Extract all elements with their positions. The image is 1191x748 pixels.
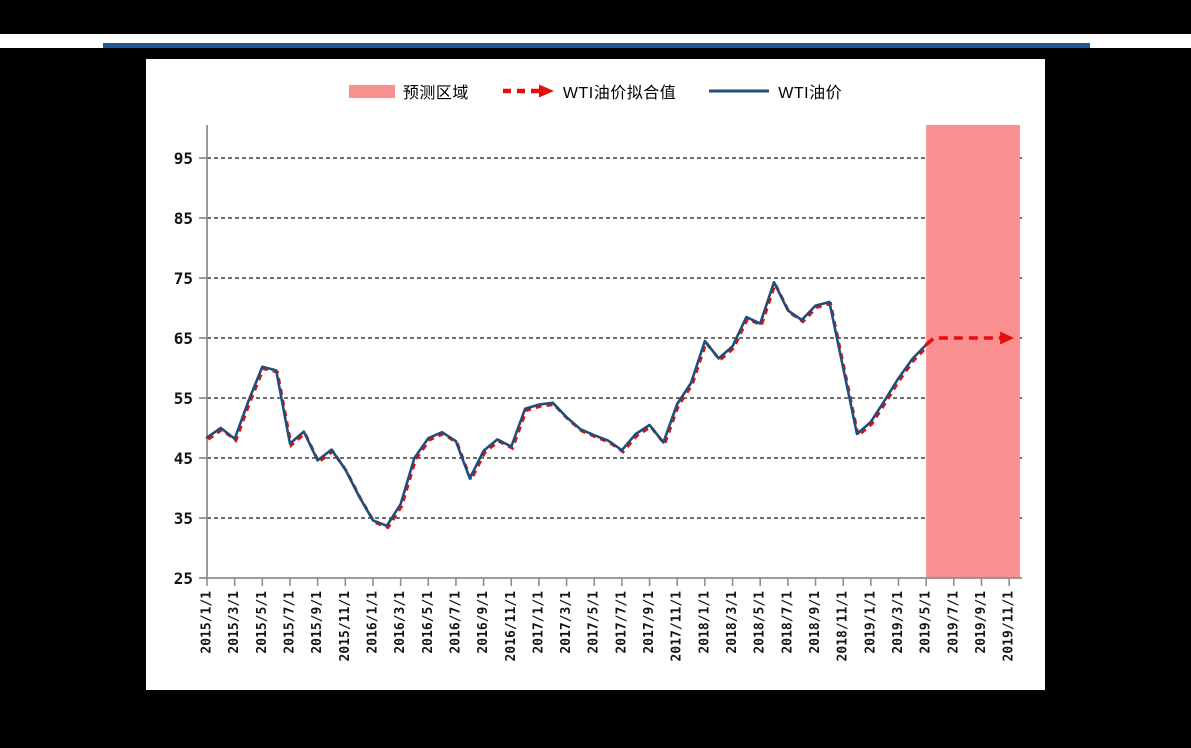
legend-marker-price-line: [709, 89, 770, 93]
price-line: [205, 280, 928, 528]
x-tick-label: 2017/1/1: [531, 591, 546, 654]
x-tick-label: 2019/3/1: [891, 591, 906, 654]
legend-label-fitted: WTI油价拟合值: [562, 85, 677, 102]
x-tick-label: 2017/11/1: [670, 591, 685, 662]
x-tick-label: 2016/7/1: [448, 591, 463, 654]
x-tick-label: 2019/11/1: [1002, 591, 1017, 662]
x-tick-label: 2015/5/1: [255, 591, 270, 654]
x-tick-label: 2015/1/1: [200, 591, 215, 654]
forecast-area-swatch-rect: [348, 84, 395, 98]
x-tick-label: 2019/1/1: [863, 591, 878, 654]
x-tick-label: 2018/5/1: [753, 591, 768, 654]
forecast-line: [925, 336, 1002, 346]
header-rule: [103, 43, 1090, 48]
x-tick-label: 2018/11/1: [836, 591, 851, 662]
chart-svg: 25 35 45 55 65 75 85 95 2015/1/1 2015/3/1 2015/5/1…: [174, 125, 1022, 662]
y-tick-label: 95: [174, 149, 193, 168]
y-tick-label: 85: [174, 209, 193, 228]
x-tick-label: 2016/1/1: [365, 591, 380, 654]
chart-panel: 预测区域 WTI油价拟合值 WTI油价 25 35 45 55 65 75 85 95 2015…: [146, 59, 1045, 690]
legend-marker-fitted-line: [502, 84, 554, 98]
legend-label-price: WTI油价: [778, 85, 843, 102]
x-tick-label: 2016/11/1: [504, 591, 519, 662]
x-tick-label: 2015/11/1: [338, 591, 353, 662]
forecast-region: [926, 125, 1020, 578]
x-tick-label: 2016/9/1: [476, 591, 491, 654]
chart-legend: 预测区域 WTI油价拟合值 WTI油价: [146, 79, 1045, 103]
x-tick-label: 2017/9/1: [642, 591, 657, 654]
x-tick-label: 2017/7/1: [614, 591, 629, 654]
x-tick-label: 2019/7/1: [946, 591, 961, 654]
x-tick-label: 2018/3/1: [725, 591, 740, 654]
legend-swatch-forecast-area: [348, 84, 395, 98]
x-tick-label: 2018/9/1: [808, 591, 823, 654]
fitted-arrowhead-sample: [538, 84, 554, 98]
header-band: [0, 34, 1191, 48]
x-tick-label: 2018/1/1: [697, 591, 712, 654]
y-tick-label: 45: [174, 449, 193, 468]
x-tick-label: 2019/9/1: [974, 591, 989, 654]
legend-item-forecast-area: 预测区域: [348, 79, 469, 103]
y-tick-label: 75: [174, 269, 193, 288]
y-tick-label: 25: [174, 569, 193, 588]
forecast-arrowhead: [1000, 331, 1015, 345]
fitted-line: [207, 279, 929, 530]
legend-item-fitted: WTI油价拟合值: [501, 79, 676, 103]
legend-label-forecast-area: 预测区域: [402, 85, 469, 102]
x-tick-label: 2017/3/1: [559, 591, 574, 654]
x-tick-label: 2019/5/1: [919, 591, 934, 654]
x-tick-label: 2017/5/1: [587, 591, 602, 654]
x-tick-label: 2018/7/1: [780, 591, 795, 654]
y-tick-label: 65: [174, 329, 193, 348]
x-tick-label: 2015/7/1: [282, 591, 297, 654]
legend-item-price: WTI油价: [708, 79, 842, 103]
y-tick-label: 35: [174, 509, 193, 528]
x-tick-label: 2015/9/1: [310, 591, 325, 654]
y-tick-label: 55: [174, 389, 193, 408]
x-tick-label: 2015/3/1: [227, 591, 242, 654]
x-tick-label: 2016/5/1: [421, 591, 436, 654]
x-tick-label: 2016/3/1: [393, 591, 408, 654]
